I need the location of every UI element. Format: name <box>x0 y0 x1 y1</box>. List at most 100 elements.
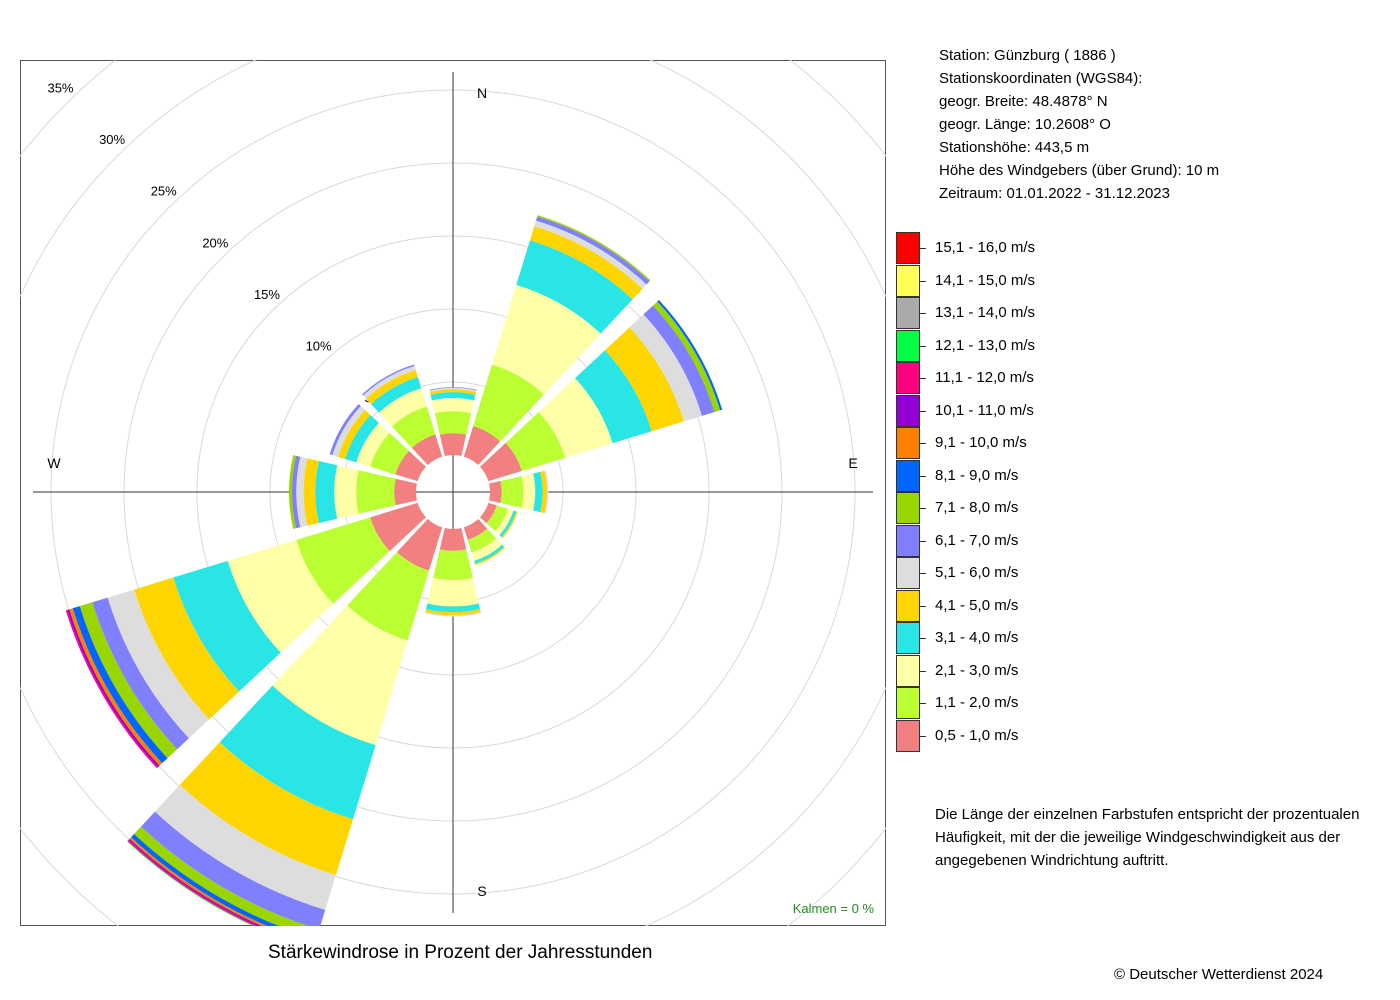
time-period: Zeitraum: 01.01.2022 - 31.12.2023 <box>939 185 1170 202</box>
longitude: geogr. Länge: 10.2608° O <box>939 116 1111 133</box>
sector-150-speed-1 <box>467 528 497 553</box>
legend-swatch <box>896 654 920 687</box>
legend-label: 13,1 - 14,0 m/s <box>935 304 1036 321</box>
sector-210-speed-6 <box>140 811 326 926</box>
sector-150-speed-4 <box>474 546 506 566</box>
legend-label: 0,5 - 1,0 m/s <box>935 726 1019 744</box>
sector-0-speed-6 <box>429 387 477 391</box>
legend-swatch <box>896 622 920 654</box>
legend-tick <box>920 573 926 574</box>
legend-entry: 12,1 - 13,0 m/s <box>896 329 1096 362</box>
sector-30-speed-3 <box>516 240 633 334</box>
compass-label-s: S <box>477 883 486 899</box>
sector-210-speed-4 <box>179 742 353 876</box>
sector-330-speed-2 <box>378 388 427 427</box>
sector-90-speed-5 <box>544 470 549 514</box>
station-elevation: Stationshöhe: 443,5 m <box>939 139 1090 156</box>
legend-entry: 3,1 - 4,0 m/s <box>896 622 1096 654</box>
legend-swatch <box>896 427 920 459</box>
legend-entry: 7,1 - 8,0 m/s <box>896 492 1096 524</box>
legend-label: 2,1 - 3,0 m/s <box>935 661 1019 679</box>
station-name: Station: Günzburg ( 1886 ) <box>939 47 1116 64</box>
sector-330-speed-4 <box>366 370 418 405</box>
legend-swatch <box>896 459 920 492</box>
sector-90-speed-2 <box>521 473 536 511</box>
sector-240-speed-4 <box>134 577 240 720</box>
legend-label: 10,1 - 11,0 m/s <box>935 401 1034 419</box>
compass-label-w: W <box>47 455 61 471</box>
compass-label-n: N <box>477 85 487 101</box>
legend-label: 12,1 - 13,0 m/s <box>935 336 1036 354</box>
legend-entry: 4,1 - 5,0 m/s <box>896 589 1096 622</box>
sector-60-speed-5 <box>629 314 703 422</box>
sector-60-speed-2 <box>538 378 613 458</box>
sector-240-speed-1 <box>296 517 390 604</box>
legend-swatch <box>896 329 920 362</box>
legend-entry: 14,1 - 15,0 m/s <box>896 264 1096 297</box>
sector-300-speed-3 <box>345 414 379 463</box>
legend-tick <box>920 540 926 542</box>
legend-tick <box>920 735 926 737</box>
legend-label: 3,1 - 4,0 m/s <box>935 629 1019 646</box>
sector-0-speed-4 <box>429 389 477 395</box>
sector-270-speed-2 <box>334 465 359 519</box>
sector-150-speed-2 <box>471 538 503 561</box>
sensor-height: Höhe des Windgebers (über Grund): 10 m <box>939 162 1220 179</box>
sector-210-speed-0 <box>396 519 443 571</box>
legend-entry: 2,1 - 3,0 m/s <box>896 654 1096 687</box>
sector-300-speed-1 <box>370 432 409 475</box>
sector-180-speed-4 <box>425 609 481 616</box>
calm-label: Kalmen = 0 % <box>793 901 875 916</box>
sector-120-speed-4 <box>501 511 518 539</box>
chart-title: Stärkewindrose in Prozent der Jahresstun… <box>268 942 653 963</box>
sector-30-speed-6 <box>535 216 650 285</box>
sector-0-speed-2 <box>431 398 475 414</box>
legend-entry: 11,1 - 12,0 m/s <box>896 362 1096 394</box>
sector-180-speed-2 <box>427 577 479 607</box>
sector-270-speed-0 <box>394 478 417 506</box>
legend-swatch <box>896 524 920 557</box>
sector-240-speed-5 <box>107 589 210 739</box>
sector-120-speed-3 <box>499 510 517 538</box>
legend-tick <box>920 378 926 379</box>
ring-label: 10% <box>306 339 332 354</box>
sector-0-speed-0 <box>439 433 467 456</box>
sector-210-speed-3 <box>219 685 376 820</box>
legend-label: 4,1 - 5,0 m/s <box>935 596 1019 614</box>
sector-300-speed-5 <box>332 406 366 457</box>
sector-330-speed-1 <box>391 406 436 448</box>
legend-swatch <box>896 687 920 719</box>
sector-240-speed-6 <box>92 597 189 750</box>
legend-swatch <box>896 362 920 394</box>
legend-tick <box>920 670 926 672</box>
legend-tick <box>920 443 926 444</box>
legend-label: 15,1 - 16,0 m/s <box>935 239 1036 256</box>
legend-entry: 6,1 - 7,0 m/s <box>896 524 1096 557</box>
legend-swatch <box>896 557 920 589</box>
sector-180-speed-0 <box>439 528 467 551</box>
sector-180-speed-5 <box>424 611 482 617</box>
sector-30-speed-0 <box>463 425 501 465</box>
sector-30-speed-4 <box>529 226 643 300</box>
legend-entry: 1,1 - 2,0 m/s <box>896 687 1096 719</box>
sector-270-speed-1 <box>356 470 396 514</box>
sector-120-speed-0 <box>480 502 497 524</box>
station-info: Station: Günzburg ( 1886 ) Stationskoord… <box>939 44 1219 205</box>
copyright: © Deutscher Wetterdienst 2024 <box>1114 966 1324 983</box>
legend-swatch <box>896 719 920 752</box>
sector-300-speed-0 <box>395 450 426 482</box>
legend-tick <box>920 313 926 314</box>
sector-330-speed-6 <box>362 364 415 396</box>
sector-0-speed-5 <box>429 387 477 392</box>
legend-swatch <box>896 589 920 622</box>
legend-swatch <box>896 232 920 264</box>
legend-entry: 5,1 - 6,0 m/s <box>896 557 1096 589</box>
compass-label-e: E <box>848 455 857 471</box>
legend-tick <box>920 345 926 347</box>
legend-label: 14,1 - 15,0 m/s <box>935 271 1036 289</box>
sector-30-speed-2 <box>491 284 601 395</box>
ring-label: 15% <box>254 287 280 302</box>
sector-60-speed-4 <box>604 327 684 432</box>
sector-210-speed-2 <box>272 605 408 746</box>
